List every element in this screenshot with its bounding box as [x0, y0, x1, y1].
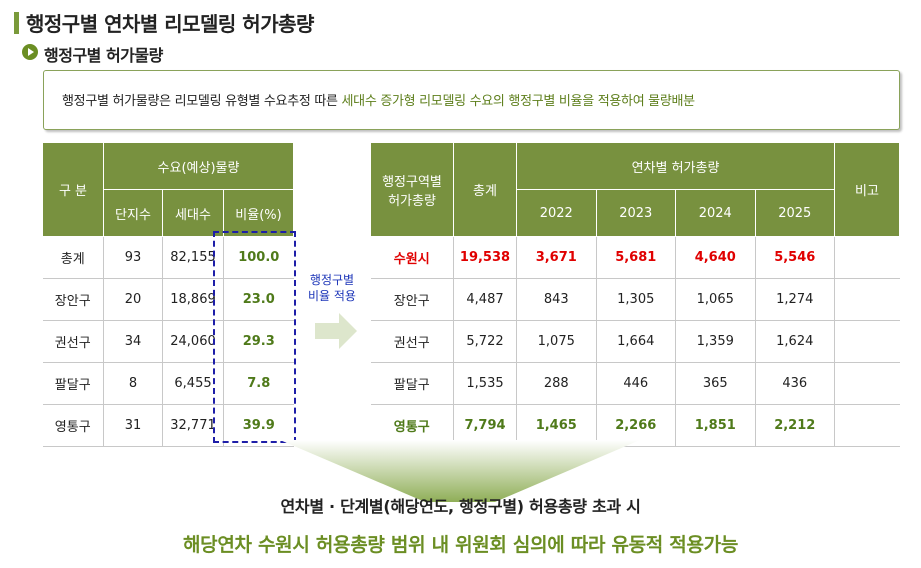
row-ratio: 39.9: [223, 404, 294, 447]
year-header: 2025: [754, 189, 835, 237]
row-2022: 1,075: [516, 320, 597, 363]
row-2025: 1,274: [755, 278, 835, 321]
table-row: 총계 93 82,155 100.0: [42, 236, 294, 279]
header-complexes: 단지수: [103, 189, 163, 237]
row-total: 1,535: [453, 362, 517, 405]
row-2024: 1,065: [675, 278, 756, 321]
row-2025: 5,546: [755, 236, 835, 279]
row-2023: 1,305: [596, 278, 676, 321]
row-name: 권선구: [42, 320, 104, 363]
group-header: 수요(예상)물량: [103, 142, 294, 190]
row-2023: 2,266: [596, 404, 676, 447]
header-households: 세대수: [162, 189, 224, 237]
row-2024: 1,851: [675, 404, 756, 447]
row-complexes: 34: [103, 320, 163, 363]
play-circle-icon: [22, 44, 38, 60]
down-arrow-icon: [280, 440, 640, 502]
row-2025: 2,212: [755, 404, 835, 447]
right-arrow-icon: [315, 313, 357, 349]
row-total: 5,722: [453, 320, 517, 363]
region-col-label: 행정구역별 허가총량: [370, 142, 454, 237]
row-remark: [834, 236, 900, 279]
table-row: 수원시 19,538 3,671 5,681 4,640 5,546: [370, 236, 900, 279]
yearly-group-header: 연차별 허가총량: [516, 142, 835, 190]
row-name: 장안구: [42, 278, 104, 321]
row-ratio: 7.8: [223, 362, 294, 405]
row-name: 팔달구: [370, 362, 454, 405]
row-2022: 288: [516, 362, 597, 405]
row-2025: 436: [755, 362, 835, 405]
total-col-label: 총계: [453, 142, 517, 237]
table-row: 장안구 20 18,869 23.0: [42, 278, 294, 321]
section-subtitle: 행정구별 허가물량: [44, 46, 163, 65]
table-row: 영통구 7,794 1,465 2,266 1,851 2,212: [370, 404, 900, 447]
apply-ratio-label: 행정구별 비율 적용: [298, 272, 366, 304]
row-2024: 1,359: [675, 320, 756, 363]
title-accent-bar: [14, 12, 19, 34]
condition-text: 연차별 · 단계별(해당연도, 행정구별) 허용총량 초과 시: [280, 497, 641, 516]
ratio-highlight-box: [213, 231, 296, 443]
row-name: 장안구: [370, 278, 454, 321]
region-col-label-line2: 허가총량: [388, 193, 436, 209]
row-name: 영통구: [42, 404, 104, 447]
note-prefix: 행정구별 허가물량은 리모델링 유형별 수요추정 따른: [62, 94, 342, 109]
row-complexes: 93: [103, 236, 163, 279]
row-2022: 3,671: [516, 236, 597, 279]
apply-ratio-line2: 비율 적용: [308, 289, 356, 303]
row-name: 권선구: [370, 320, 454, 363]
row-name: 팔달구: [42, 362, 104, 405]
permit-total-table: 행정구역별 허가총량 총계 연차별 허가총량 비고 2022 2023 2024…: [370, 142, 900, 447]
note-box: 행정구별 허가물량은 리모델링 유형별 수요추정 따른 세대수 증가형 리모델링…: [43, 70, 900, 130]
demand-table: 구 분 수요(예상)물량 단지수 세대수 비율(%) 총계 93 82,155 …: [42, 142, 294, 447]
apply-ratio-line1: 행정구별: [309, 273, 355, 287]
row-complexes: 8: [103, 362, 163, 405]
header-ratio: 비율(%): [223, 189, 294, 237]
region-col-label-line1: 행정구역별: [382, 174, 442, 190]
row-2022: 843: [516, 278, 597, 321]
row-2023: 5,681: [596, 236, 676, 279]
table-row: 팔달구 1,535 288 446 365 436: [370, 362, 900, 405]
note-highlight: 세대수 증가형 리모델링 수요의 행정구별 비율을 적용하여 물량배분: [341, 94, 696, 109]
row-ratio: 100.0: [223, 236, 294, 279]
year-header: 2022: [516, 189, 597, 237]
row-name: 영통구: [370, 404, 454, 447]
page-title: 행정구별 연차별 리모델링 허가총량: [26, 12, 314, 36]
row-complexes: 31: [103, 404, 163, 447]
table-row: 팔달구 8 6,455 7.8: [42, 362, 294, 405]
table-row: 장안구 4,487 843 1,305 1,065 1,274: [370, 278, 900, 321]
year-header: 2024: [675, 189, 756, 237]
row-remark: [834, 278, 900, 321]
col-label: 구 분: [42, 142, 104, 237]
row-total: 4,487: [453, 278, 517, 321]
row-name: 수원시: [370, 236, 454, 279]
conclusion-text: 해당연차 수원시 허용총량 범위 내 위원회 심의에 따라 유동적 적용가능: [182, 534, 739, 556]
note-text: 행정구별 허가물량은 리모델링 유형별 수요추정 따른 세대수 증가형 리모델링…: [62, 90, 695, 109]
row-ratio: 29.3: [223, 320, 294, 363]
row-remark: [834, 320, 900, 363]
row-2025: 1,624: [755, 320, 835, 363]
row-complexes: 20: [103, 278, 163, 321]
row-2023: 1,664: [596, 320, 676, 363]
remark-col-label: 비고: [834, 142, 900, 237]
row-2024: 4,640: [675, 236, 756, 279]
row-2023: 446: [596, 362, 676, 405]
table-row: 영통구 31 32,771 39.9: [42, 404, 294, 447]
year-header: 2023: [595, 189, 676, 237]
row-name: 총계: [42, 236, 104, 279]
row-remark: [834, 404, 900, 447]
row-2022: 1,465: [516, 404, 597, 447]
row-2024: 365: [675, 362, 756, 405]
row-remark: [834, 362, 900, 405]
row-total: 19,538: [453, 236, 517, 279]
row-ratio: 23.0: [223, 278, 294, 321]
table-row: 권선구 5,722 1,075 1,664 1,359 1,624: [370, 320, 900, 363]
